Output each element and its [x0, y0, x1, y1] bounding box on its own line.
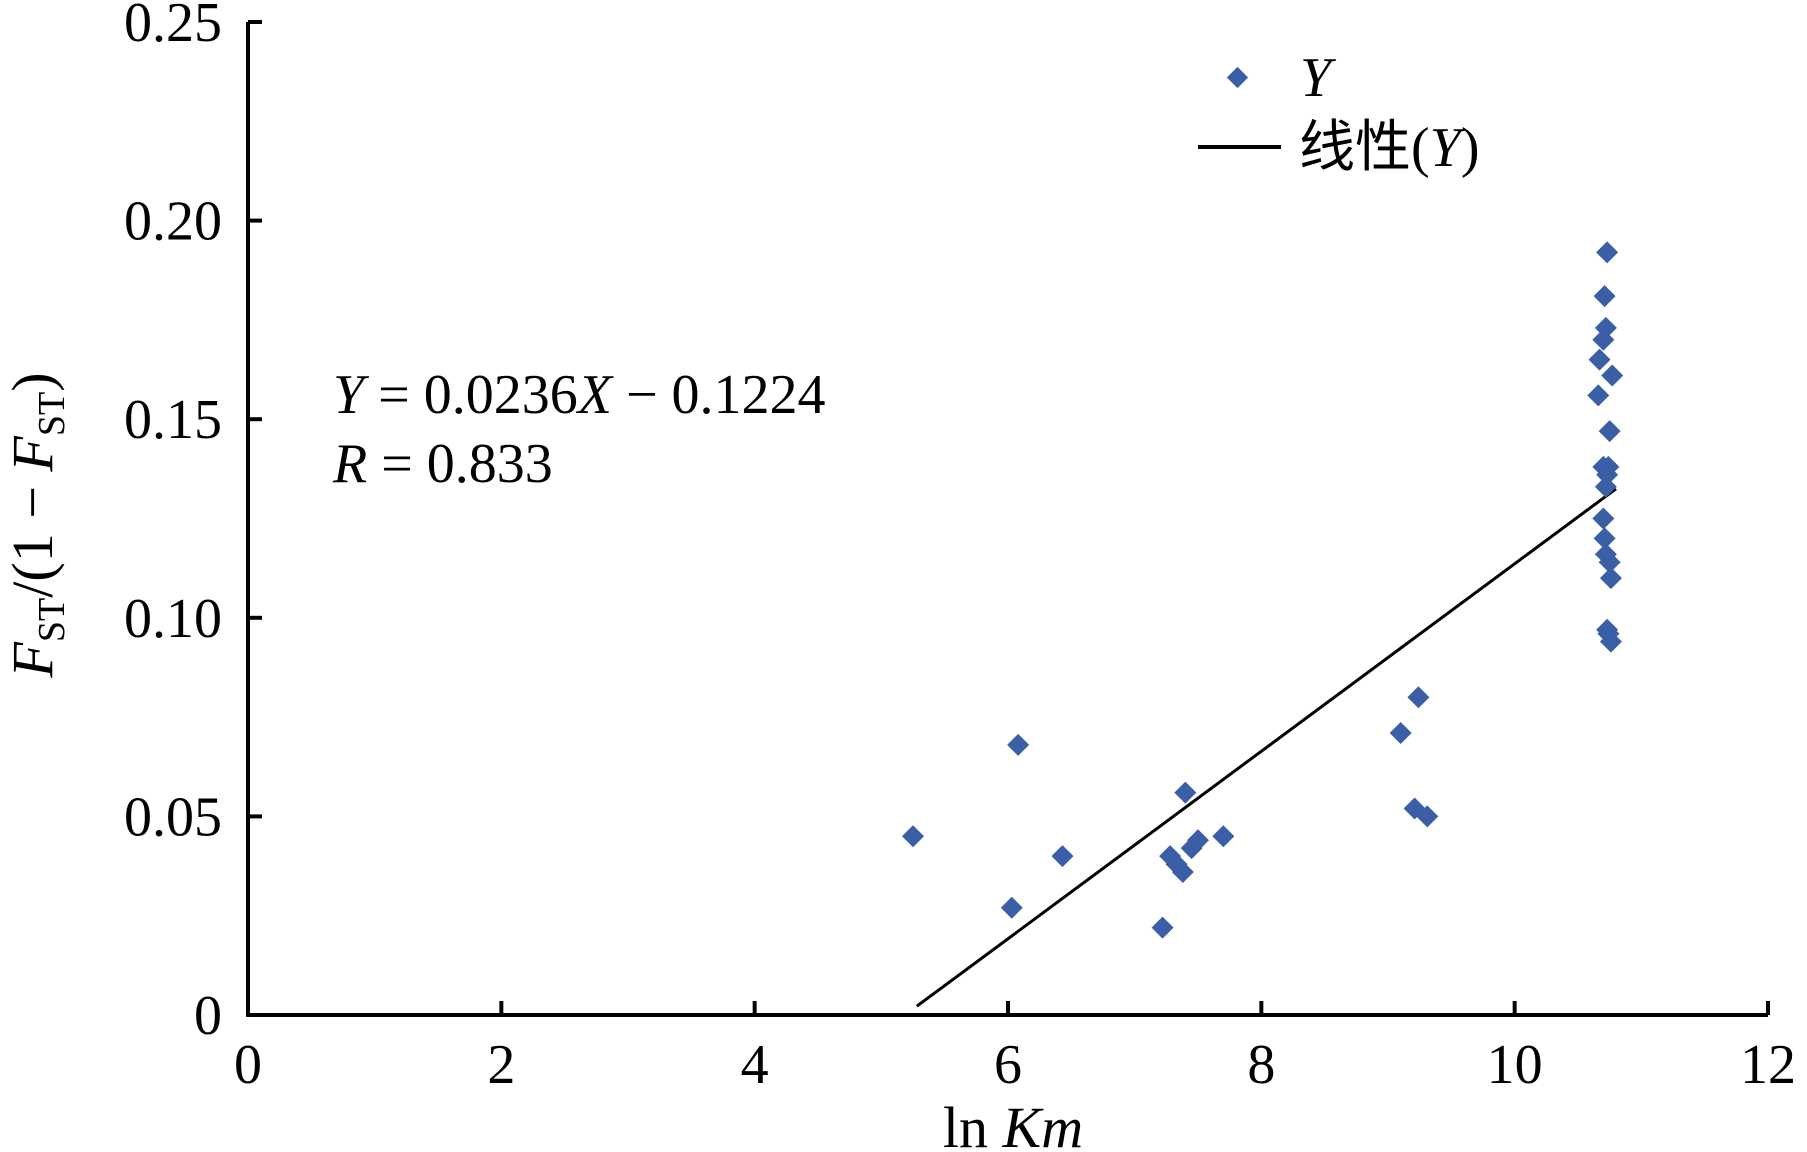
y-tick-label: 0.10 — [124, 588, 222, 650]
data-point — [1599, 567, 1622, 590]
y-axis-title: FST/(1 − FST) — [0, 372, 73, 678]
y-tick-label: 0.20 — [124, 191, 222, 253]
y-axis-ticks: 0 0.05 0.10 0.15 0.20 0.25 — [124, 0, 262, 1047]
axes — [246, 22, 1768, 1017]
y-tick-label: 0 — [194, 985, 222, 1047]
data-point — [1000, 896, 1023, 919]
x-tick-label: 0 — [234, 1034, 262, 1096]
data-point — [1588, 348, 1611, 371]
data-point — [1051, 845, 1074, 868]
data-point — [1598, 551, 1621, 574]
data-point — [1171, 861, 1194, 884]
data-point — [1389, 721, 1412, 744]
data-point — [1596, 241, 1619, 264]
data-point — [1587, 384, 1610, 407]
data-point — [1174, 781, 1197, 804]
data-point — [1593, 285, 1616, 308]
x-tick-label: 6 — [994, 1034, 1022, 1096]
linear-trendline — [915, 487, 1617, 1008]
data-point — [1598, 420, 1621, 443]
data-point — [1416, 805, 1439, 828]
data-point — [1596, 463, 1619, 486]
x-tick-label: 8 — [1247, 1034, 1275, 1096]
data-point — [1592, 507, 1615, 530]
data-point — [1187, 829, 1209, 852]
data-point — [1151, 916, 1174, 939]
x-tick-label: 4 — [741, 1034, 769, 1096]
x-tick-label: 12 — [1740, 1034, 1796, 1096]
data-point — [1212, 825, 1235, 848]
y-tick-label: 0.05 — [124, 786, 222, 848]
data-points — [902, 241, 1624, 939]
data-point — [1593, 527, 1616, 550]
data-point — [1594, 316, 1617, 339]
regression-equation: Y = 0.0236X − 0.1224 — [333, 364, 826, 426]
y-tick-label: 0.15 — [124, 389, 222, 451]
data-point — [1599, 630, 1622, 653]
data-point — [1407, 686, 1430, 709]
correlation-coefficient: R = 0.833 — [332, 433, 553, 495]
legend: Y 线性(Y) — [1198, 47, 1479, 179]
data-point — [1007, 733, 1030, 756]
x-axis-title: ln Km — [943, 1095, 1083, 1152]
legend-label-y: Y — [1300, 47, 1337, 109]
x-axis-ticks: 0 2 4 6 8 10 12 — [234, 1001, 1796, 1096]
data-point — [1601, 364, 1624, 387]
y-tick-label: 0.25 — [124, 0, 222, 54]
x-tick-label: 10 — [1487, 1034, 1543, 1096]
legend-label-linear: 线性(Y) — [1299, 117, 1479, 179]
x-tick-label: 2 — [487, 1034, 515, 1096]
legend-marker-diamond — [1226, 66, 1249, 89]
data-point — [902, 825, 924, 848]
